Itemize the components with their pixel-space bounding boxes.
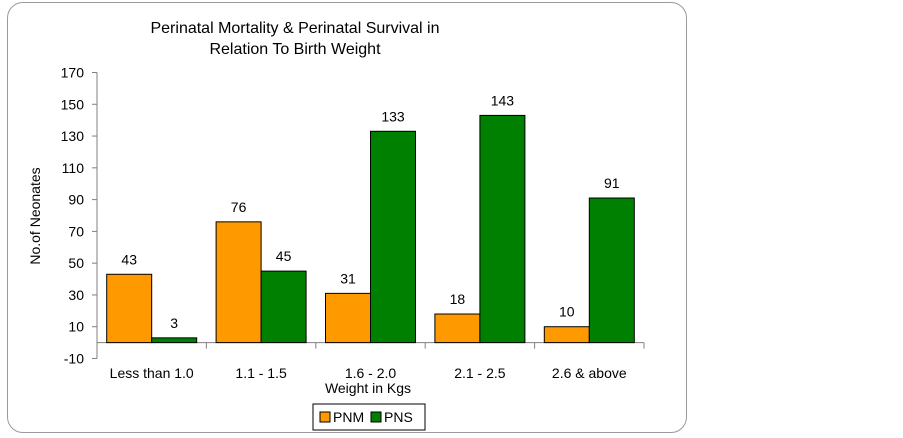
x-tick-label: Less than 1.0 [110, 365, 194, 381]
legend-swatch-pns [370, 411, 382, 423]
x-axis: Less than 1.0 1.1 - 1.5 1.6 - 2.0 2.1 - 2.5… [96, 342, 645, 381]
y-tick-label: 50 [68, 255, 84, 271]
chart-title: Perinatal Mortality & Perinatal Survival… [45, 18, 545, 60]
x-tick-label: 1.1 - 1.5 [235, 365, 287, 381]
chart-title-line-2: Relation To Birth Weight [209, 41, 381, 58]
y-tick-label: 10 [68, 319, 84, 335]
y-tick-label: 150 [61, 96, 85, 112]
y-tick-label: 110 [62, 160, 85, 176]
data-label-pns: 3 [170, 315, 178, 331]
y-axis: -10 10 30 50 70 90 110 130 150 170 [61, 65, 98, 367]
chart-title-line-1: Perinatal Mortality & Perinatal Survival… [150, 20, 440, 37]
x-axis-title: Weight in Kgs [325, 380, 411, 396]
data-label-pnm: 43 [121, 251, 137, 267]
y-tick-label: 30 [68, 287, 84, 303]
bars [106, 114, 635, 344]
y-tick-label: -10 [64, 351, 84, 367]
y-tick-label: 90 [68, 192, 84, 208]
y-tick-label: 70 [68, 223, 84, 239]
legend: PNM PNS [312, 403, 426, 431]
data-label-pns: 91 [604, 175, 620, 191]
bar-pns [260, 270, 307, 344]
bar-pns [588, 197, 635, 344]
data-label-pnm: 31 [340, 270, 356, 286]
x-tick-label: 1.6 - 2.0 [345, 365, 397, 381]
data-label-pns: 133 [381, 108, 405, 124]
legend-box [312, 403, 426, 431]
bar-pnm [215, 221, 262, 344]
y-axis-title: No.of Neonates [27, 167, 43, 264]
bar-pnm [106, 273, 153, 344]
chart-frame [7, 2, 687, 433]
data-labels: 43 76 31 18 10 3 45 133 143 91 [121, 92, 619, 330]
data-label-pnm: 10 [559, 304, 575, 320]
bar-pns [370, 130, 416, 344]
bar-pns [151, 337, 198, 344]
y-tick-label: 170 [61, 65, 85, 81]
data-label-pnm: 76 [231, 199, 247, 215]
x-tick-label: 2.1 - 2.5 [454, 365, 506, 381]
legend-label-pnm: PNM [333, 409, 364, 425]
bar-pnm [434, 313, 481, 344]
data-label-pnm: 18 [450, 291, 466, 307]
y-tick-label: 130 [61, 128, 85, 144]
x-tick-label: 2.6 & above [552, 365, 627, 381]
legend-swatch-pnm [319, 411, 331, 423]
data-label-pns: 143 [491, 92, 515, 108]
bar-pnm [325, 292, 371, 344]
legend-label-pns: PNS [384, 409, 413, 425]
bar-pnm [543, 326, 590, 344]
bar-pns [479, 114, 526, 344]
data-label-pns: 45 [276, 248, 292, 264]
